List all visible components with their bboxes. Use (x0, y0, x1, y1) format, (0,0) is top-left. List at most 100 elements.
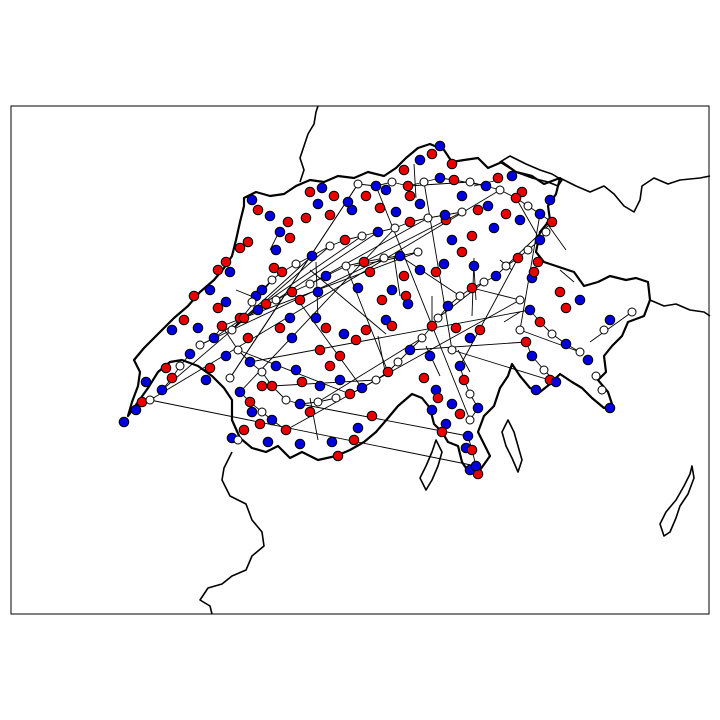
map-point-red (238, 424, 250, 436)
map-point-blue (224, 266, 236, 278)
map-point-blue (192, 322, 204, 334)
network-node-white (271, 295, 281, 305)
network-node-blue (234, 386, 246, 398)
network-node-white (423, 213, 433, 223)
network-node-white (390, 223, 400, 233)
map-point-blue (166, 324, 178, 336)
map-point-white (599, 325, 609, 335)
map-point-blue (140, 376, 152, 388)
map-point-blue (200, 374, 212, 386)
network-node-white (539, 365, 549, 375)
map-point-blue (316, 182, 328, 194)
network-node-white (227, 325, 237, 335)
network-node-red (512, 252, 524, 264)
network-node-white (371, 375, 381, 385)
map-point-red (436, 426, 448, 438)
network-node-blue (550, 376, 562, 388)
map-point-red (212, 264, 224, 276)
network-node-red (339, 234, 351, 246)
network-edge (545, 221, 567, 251)
map-point-blue (204, 284, 216, 296)
network-node-white (353, 179, 363, 189)
map-point-red (256, 380, 268, 392)
map-point-red (274, 322, 286, 334)
network-node-red (266, 380, 278, 392)
map-point-blue (270, 244, 282, 256)
network-node-red (426, 320, 438, 332)
network-node-white (175, 361, 185, 371)
map-point-red (242, 332, 254, 344)
france-italy-border (199, 451, 265, 615)
map-point-blue (414, 264, 426, 276)
map-point-red (454, 408, 466, 420)
network-node-blue (320, 270, 332, 282)
map-point-blue (438, 258, 450, 270)
network-node-blue (439, 209, 451, 221)
network-node-white (267, 275, 277, 285)
network-node-white (291, 259, 301, 269)
network-node-blue (266, 414, 278, 426)
map-point-blue (582, 354, 594, 366)
network-edge (559, 269, 575, 283)
network-node-white (515, 325, 525, 335)
map-point-blue (464, 332, 476, 344)
map-point-blue (220, 350, 232, 362)
network-node-white (523, 245, 533, 255)
network-node-red (458, 374, 470, 386)
network-node-red (546, 216, 558, 228)
network-node-blue (454, 360, 466, 372)
network-node-blue (370, 180, 382, 192)
network-edge (459, 257, 519, 367)
map-point-red (500, 208, 512, 220)
network-node-white (313, 397, 323, 407)
network-node-white (501, 261, 511, 271)
map-point-red (282, 216, 294, 228)
map-point-red (334, 350, 346, 362)
map-point-blue (446, 398, 458, 410)
network-node-red (358, 256, 370, 268)
map-point-blue (290, 364, 302, 376)
map-point-red (260, 298, 272, 310)
network-node-white (195, 340, 205, 350)
network-node-blue (394, 250, 406, 262)
network-node-white (331, 393, 341, 403)
austria-italy-border (649, 299, 711, 317)
network-node-red (510, 192, 522, 204)
network-node-white (357, 231, 367, 241)
map-point-blue (284, 312, 296, 324)
lake-constance (499, 155, 563, 187)
network-node-blue (560, 338, 572, 350)
network-node-blue (470, 460, 482, 472)
map-point-blue (312, 198, 324, 210)
network-node-white (281, 395, 291, 405)
network-node-red (520, 336, 532, 348)
map-point-red (404, 190, 416, 202)
network-edge (249, 309, 531, 363)
network-node-white (495, 185, 505, 195)
map-point-red (348, 434, 360, 446)
network-node-blue (244, 356, 256, 368)
map-point-red (376, 294, 388, 306)
network-node-red (466, 444, 478, 456)
map-point-blue (220, 296, 232, 308)
network-edge (149, 399, 477, 467)
map-point-red (532, 256, 544, 268)
network-edge (457, 349, 471, 373)
map-point-red (554, 286, 566, 298)
network-node-white (457, 207, 467, 217)
network-edge (309, 397, 319, 441)
map-point-red (320, 322, 332, 334)
map-point-red (398, 164, 410, 176)
map-point-blue (386, 284, 398, 296)
network-node-blue (256, 284, 268, 296)
map-point-red (466, 230, 478, 242)
map-point-blue (530, 384, 542, 396)
network-node-red (238, 312, 250, 324)
map-point-blue (352, 422, 364, 434)
map-point-red (296, 376, 308, 388)
network-node-red (244, 396, 256, 408)
map-point-blue (390, 206, 402, 218)
map-point-blue (604, 314, 616, 326)
network-node-white (225, 373, 235, 383)
